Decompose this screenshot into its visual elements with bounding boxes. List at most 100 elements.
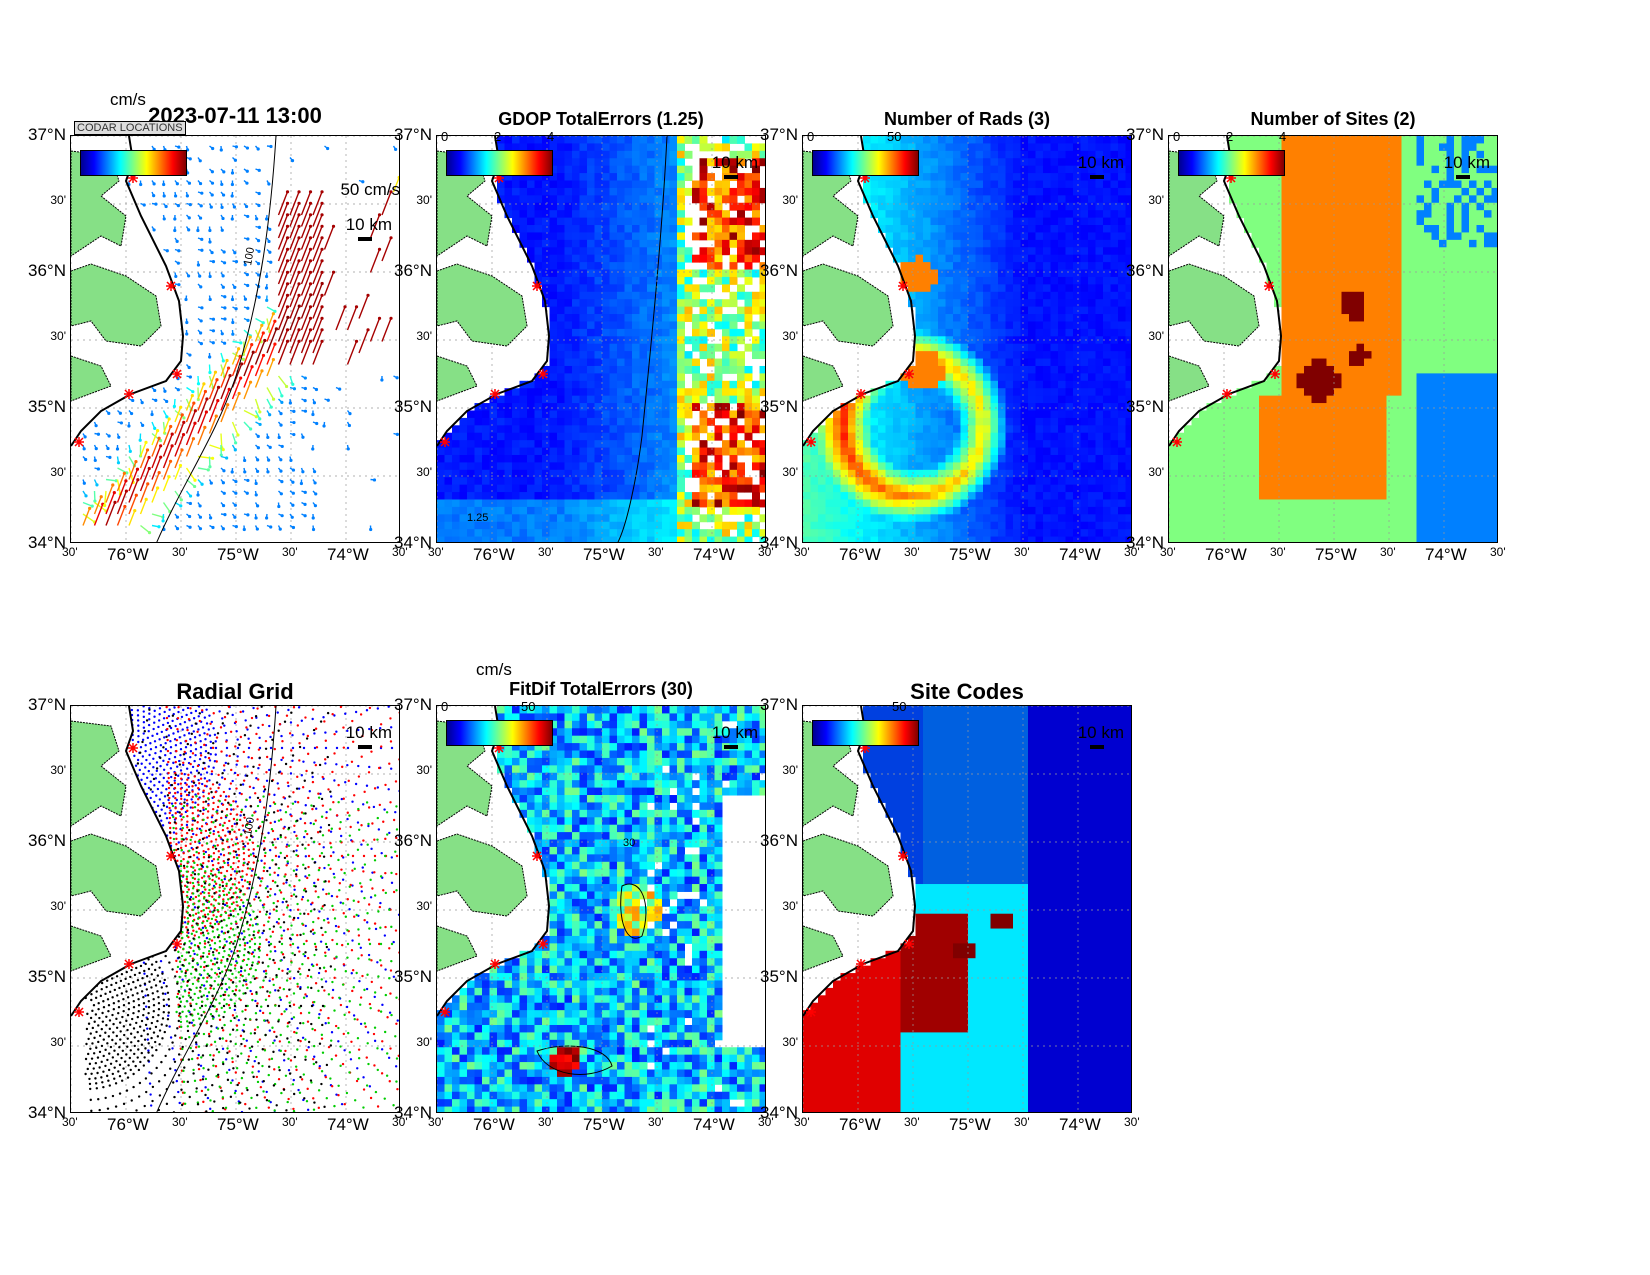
lon-tick-label: 30' (794, 1115, 810, 1129)
codar-site-marker-icon (166, 851, 176, 861)
current-arrow (231, 393, 240, 411)
land-polygon (71, 720, 127, 827)
lat-tick-label: 36°N (28, 831, 66, 850)
panel-title: GDOP TotalErrors (1.25) (498, 109, 704, 129)
current-arrow (300, 272, 312, 296)
current-arrow (289, 295, 300, 319)
panel-surface-currents: 100 2023-07-11 13:00 37°N 30' 36°N 30' 35°N 30'… (28, 90, 408, 564)
graticule (437, 706, 765, 1112)
current-arrow (312, 214, 323, 239)
current-arrow (289, 341, 300, 365)
current-arrow (277, 203, 289, 227)
current-arrow (231, 377, 242, 400)
current-arrow (300, 226, 312, 250)
current-arrow (162, 461, 172, 480)
lon-tick-label: 30' (428, 1115, 444, 1129)
colorbar-unit-label: cm/s (476, 660, 512, 679)
land-polygon (437, 925, 478, 972)
current-arrow (174, 434, 185, 457)
lat-tick-label: 34°N (28, 1103, 66, 1122)
current-arrow (105, 492, 115, 515)
colorbar-tick-label: 4 (547, 129, 555, 144)
panel-title: Site Codes (910, 679, 1024, 704)
land-and-coast (803, 136, 917, 447)
lat-tick-label: 37°N (760, 125, 798, 144)
isobath-100m (156, 706, 277, 1112)
current-arrow (116, 490, 128, 515)
lat-tick-label: 36°N (760, 261, 798, 280)
current-arrow (289, 226, 300, 250)
current-arrow (369, 249, 381, 273)
isobath-label: 100 (242, 816, 257, 836)
current-arrow (312, 237, 323, 262)
lon-tick-label: 76°W (839, 1115, 881, 1134)
lon-tick-label: 30' (282, 545, 298, 559)
lon-tick-label: 30' (648, 1115, 664, 1129)
current-arrow (300, 283, 312, 308)
scale-bar-label: 10 km (345, 215, 392, 234)
colorbar-tick-label: 0 (441, 699, 449, 714)
land-polygon (71, 355, 112, 402)
lat-tick-label: 37°N (760, 695, 798, 714)
coastline (71, 706, 185, 1017)
lon-tick-label: 30' (538, 545, 554, 559)
current-arrow (128, 461, 137, 480)
current-arrow (277, 214, 289, 239)
lon-tick-label: 74°W (1059, 1115, 1101, 1134)
current-arrow (162, 433, 173, 457)
colorbar (446, 150, 553, 176)
current-arrow (277, 226, 289, 250)
fitdif-contour (536, 1045, 613, 1075)
land-and-coast (803, 706, 917, 1017)
lon-tick-label: 30' (172, 545, 188, 559)
current-arrow (174, 409, 185, 419)
coastline (803, 136, 917, 447)
current-arrow (243, 409, 257, 418)
codar-site-marker-icon (1264, 281, 1274, 291)
panel-number-of-sites: Number of Sites (2) 37°N 30' 36°N 30' 35°N 30'… (1126, 109, 1506, 564)
lat-tick-label: 30' (416, 465, 432, 479)
current-arrow (151, 472, 160, 492)
lon-tick-label: 30' (1270, 545, 1286, 559)
current-arrow (335, 306, 346, 331)
lon-tick-label: 30' (62, 1115, 78, 1129)
lon-tick-label: 74°W (1059, 545, 1101, 564)
lon-tick-label: 30' (172, 1115, 188, 1129)
current-arrow (277, 375, 288, 387)
panel-number-of-rads: Number of Rads (3) 37°N 30' 36°N 30' 35°N 30' 3… (760, 109, 1140, 564)
codar-site-marker-icon (124, 959, 134, 969)
radial-grid-site-1 (165, 706, 399, 1112)
current-arrow (312, 272, 323, 296)
codar-site-marker-icon (490, 959, 500, 969)
current-arrow (174, 449, 183, 469)
current-arrow (300, 214, 312, 239)
lon-tick-label: 75°W (1315, 545, 1357, 564)
current-arrow (266, 387, 275, 400)
coastline (803, 706, 917, 1017)
land-and-coast (437, 136, 551, 447)
current-arrow (105, 484, 114, 503)
current-arrow (116, 506, 126, 526)
lat-tick-label: 30' (1148, 193, 1164, 207)
lon-tick-label: 30' (62, 545, 78, 559)
current-arrow (266, 313, 274, 331)
map-area (802, 135, 1132, 543)
current-arrow (254, 325, 263, 342)
lon-tick-label: 74°W (1425, 545, 1467, 564)
colorbar-tick-label: 50 (887, 129, 902, 144)
current-arrow (277, 317, 289, 342)
lat-tick-label: 35°N (394, 967, 432, 986)
current-arrow (208, 379, 218, 400)
current-arrow (174, 465, 182, 480)
codar-site-marker-icon (166, 281, 176, 291)
lat-tick-label: 30' (782, 193, 798, 207)
lat-tick-label: 30' (1148, 329, 1164, 343)
lon-tick-label: 75°W (217, 1115, 259, 1134)
current-arrow (277, 283, 289, 308)
lon-tick-label: 74°W (327, 1115, 369, 1134)
scale-bar-label: 10 km (345, 723, 392, 742)
lon-tick-label: 75°W (949, 1115, 991, 1134)
current-arrow (300, 318, 312, 342)
lat-tick-label: 34°N (760, 533, 798, 552)
lat-tick-label: 30' (1148, 465, 1164, 479)
